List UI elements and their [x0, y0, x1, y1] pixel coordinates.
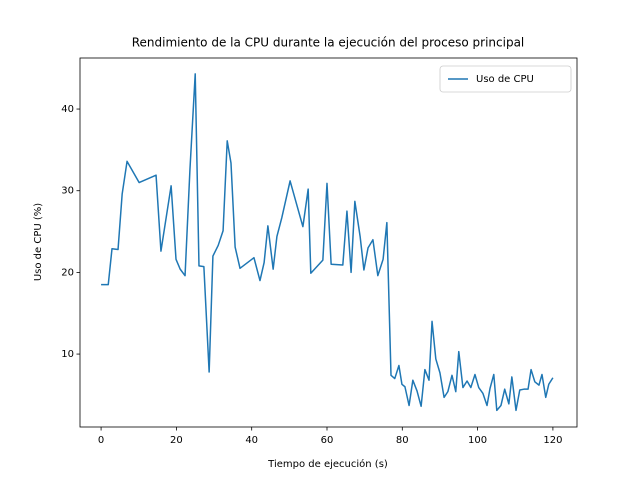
- y-tick-label: 10: [61, 349, 74, 360]
- chart-title: Rendimiento de la CPU durante la ejecuci…: [132, 36, 525, 50]
- x-tick-label: 80: [396, 435, 409, 446]
- axes-frame: [79, 57, 578, 428]
- x-tick-label: 60: [321, 435, 334, 446]
- y-tick-label: 20: [61, 267, 74, 278]
- x-tick-label: 100: [468, 435, 487, 446]
- y-tick-label: 30: [61, 186, 74, 197]
- y-axis-label: Uso de CPU (%): [33, 203, 44, 281]
- data-line: [101, 73, 554, 412]
- x-tick-label: 40: [245, 435, 258, 446]
- x-tick-label: 0: [98, 435, 104, 446]
- legend-label: Uso de CPU: [476, 74, 534, 85]
- x-tick-label: 20: [170, 435, 183, 446]
- legend-box: [439, 65, 572, 93]
- y-tick-label: 40: [61, 104, 74, 115]
- x-axis-label: Tiempo de ejecución (s): [267, 458, 388, 470]
- x-tick-label: 120: [543, 435, 562, 446]
